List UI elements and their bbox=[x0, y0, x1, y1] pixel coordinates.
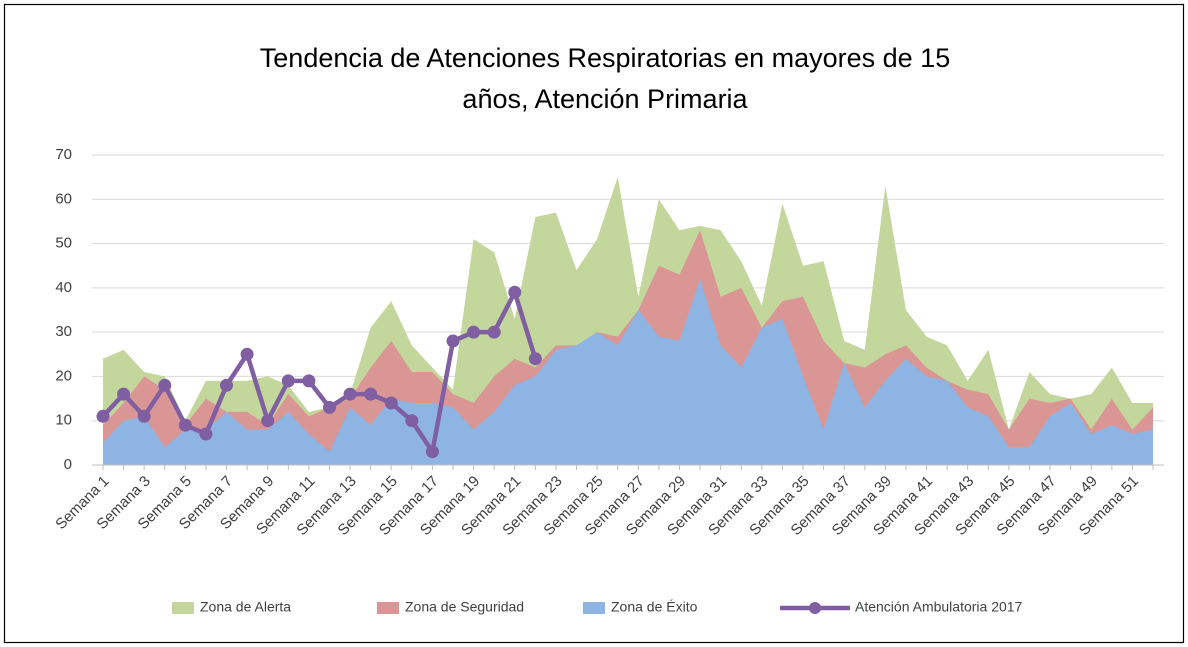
area bbox=[103, 279, 1153, 465]
y-tick-label: 0 bbox=[64, 456, 72, 473]
point bbox=[96, 409, 110, 423]
point bbox=[117, 387, 131, 401]
point bbox=[384, 396, 398, 410]
point bbox=[199, 427, 213, 441]
legend-swatch bbox=[809, 602, 821, 614]
y-tick-label: 50 bbox=[55, 235, 72, 252]
point bbox=[261, 414, 275, 428]
point bbox=[281, 374, 295, 388]
legend-label: Zona de Éxito bbox=[611, 599, 698, 615]
legend-swatch bbox=[583, 602, 605, 614]
point bbox=[487, 325, 501, 339]
y-tick-label: 70 bbox=[55, 146, 72, 163]
point bbox=[322, 400, 336, 414]
point bbox=[240, 347, 254, 361]
point bbox=[508, 285, 522, 299]
y-tick-label: 20 bbox=[55, 367, 72, 384]
point bbox=[158, 378, 172, 392]
point bbox=[405, 414, 419, 428]
point bbox=[425, 445, 439, 459]
point bbox=[178, 418, 192, 432]
y-tick-label: 40 bbox=[55, 279, 72, 296]
point bbox=[364, 387, 378, 401]
legend-label: Atención Ambulatoria 2017 bbox=[855, 599, 1023, 615]
point bbox=[220, 378, 234, 392]
point bbox=[343, 387, 357, 401]
chart-title: años, Atención Primaria bbox=[462, 84, 748, 114]
point bbox=[302, 374, 316, 388]
chart-title: Tendencia de Atenciones Respiratorias en… bbox=[260, 43, 950, 73]
y-tick-label: 60 bbox=[55, 190, 72, 207]
legend-swatch bbox=[377, 602, 399, 614]
y-tick-label: 30 bbox=[55, 323, 72, 340]
y-tick-label: 10 bbox=[55, 412, 72, 429]
line bbox=[101, 290, 538, 454]
point bbox=[137, 409, 151, 423]
point bbox=[528, 352, 542, 366]
point bbox=[446, 334, 460, 348]
legend-label: Zona de Seguridad bbox=[405, 599, 524, 615]
point bbox=[467, 325, 481, 339]
legend-swatch bbox=[172, 602, 194, 614]
legend-label: Zona de Alerta bbox=[200, 599, 291, 615]
